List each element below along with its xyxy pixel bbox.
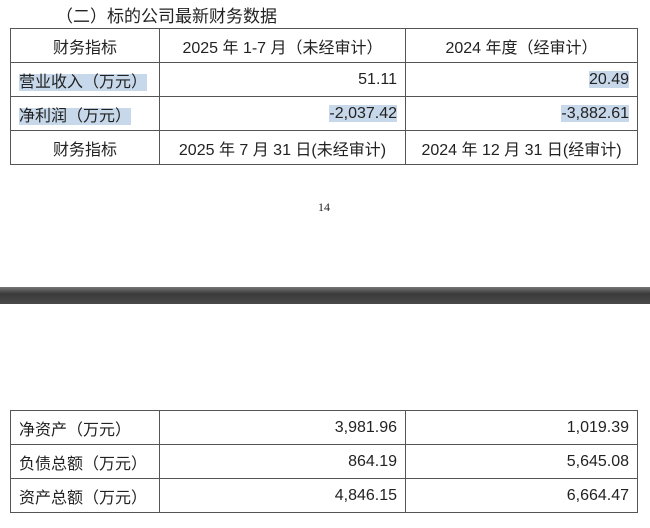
value-cell: 20.49 [588, 70, 629, 88]
row-label: 负债总额（万元） [10, 444, 160, 479]
table-row: 资产总额（万元） 4,846.15 6,664.47 [10, 478, 638, 513]
page-number: 14 [318, 200, 330, 214]
row-label: 净利润（万元） [19, 107, 132, 125]
header-cell: 2025 年 7 月 31 日(未经审计) [159, 130, 406, 165]
table-row: 净利润（万元） -2,037.42 -3,882.61 [10, 96, 638, 131]
row-label: 净资产（万元） [10, 410, 160, 445]
row-label: 资产总额（万元） [10, 478, 160, 513]
table-row: 净资产（万元） 3,981.96 1,019.39 [10, 410, 638, 445]
value-cell: 1,019.39 [405, 410, 638, 445]
value-cell: -3,882.61 [561, 104, 629, 122]
row-label: 营业收入（万元） [19, 73, 148, 91]
value-cell: 51.11 [358, 70, 397, 88]
value-cell: 864.19 [159, 444, 406, 479]
table-row: 营业收入（万元） 51.11 20.49 [10, 62, 638, 97]
table-header-row: 财务指标 2025 年 7 月 31 日(未经审计) 2024 年 12 月 3… [10, 130, 638, 165]
table-row: 负债总额（万元） 864.19 5,645.08 [10, 444, 638, 479]
header-cell: 2024 年 12 月 31 日(经审计) [405, 130, 638, 165]
value-cell: 3,981.96 [159, 410, 406, 445]
page-separator [0, 287, 650, 304]
header-cell: 2025 年 1-7 月（未经审计） [159, 28, 406, 63]
financial-table-bottom: 净资产（万元） 3,981.96 1,019.39 负债总额（万元） 864.1… [10, 410, 638, 513]
table-header-row: 财务指标 2025 年 1-7 月（未经审计） 2024 年度（经审计） [10, 28, 638, 63]
header-cell: 财务指标 [10, 130, 160, 165]
header-cell: 2024 年度（经审计） [405, 28, 638, 63]
value-cell: 6,664.47 [405, 478, 638, 513]
section-heading: （二）标的公司最新财务数据 [56, 7, 277, 26]
value-cell: 4,846.15 [159, 478, 406, 513]
value-cell: -2,037.42 [329, 104, 397, 122]
financial-table-top: 财务指标 2025 年 1-7 月（未经审计） 2024 年度（经审计） 营业收… [10, 28, 638, 165]
value-cell: 5,645.08 [405, 444, 638, 479]
header-cell: 财务指标 [10, 28, 160, 63]
